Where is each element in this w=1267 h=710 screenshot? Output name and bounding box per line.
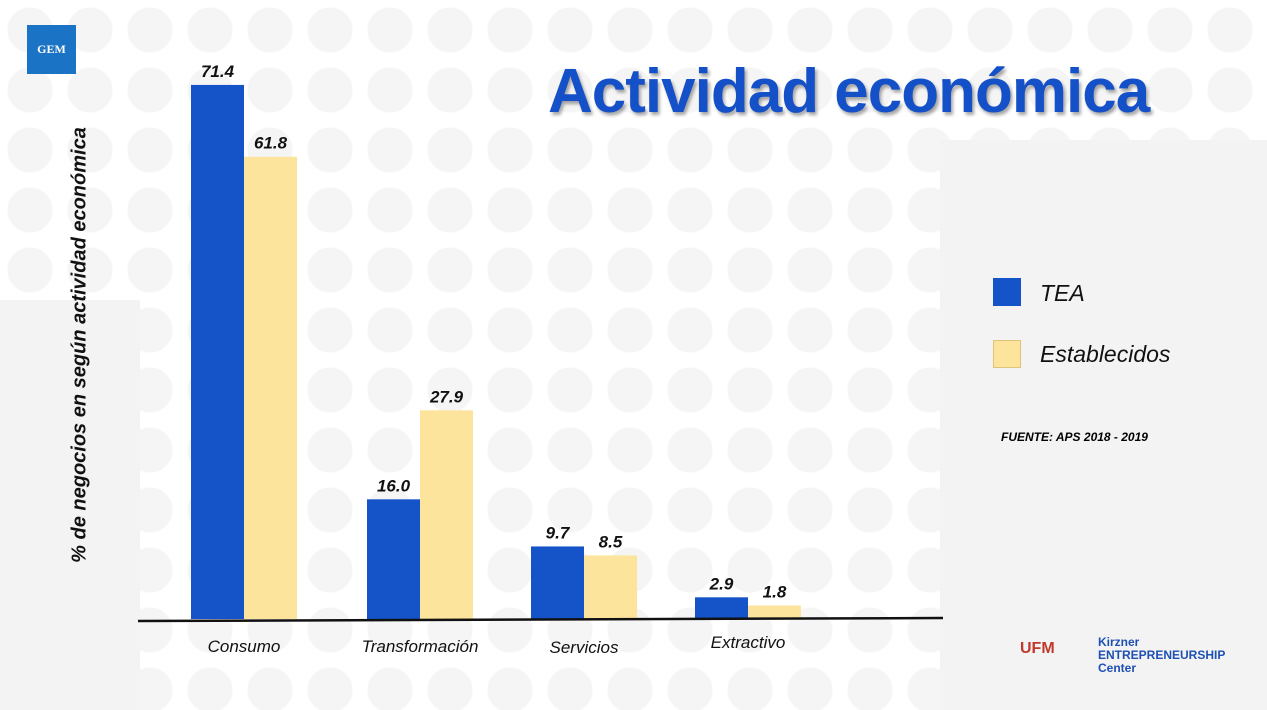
data-label: 27.9 bbox=[429, 387, 464, 406]
x-tick-label: Consumo bbox=[208, 637, 281, 656]
legend-swatch-establecidos bbox=[993, 340, 1021, 368]
page-title: Actividad económica bbox=[548, 57, 1150, 126]
bar bbox=[367, 499, 420, 619]
source-note: FUENTE: APS 2018 - 2019 bbox=[1001, 430, 1148, 444]
background-panel bbox=[0, 300, 140, 710]
gem-logo-text: GEM bbox=[37, 42, 66, 56]
data-label: 71.4 bbox=[201, 62, 235, 81]
data-label: 2.9 bbox=[709, 574, 734, 593]
data-label: 1.8 bbox=[763, 583, 787, 602]
bar bbox=[244, 156, 297, 619]
data-label: 61.8 bbox=[254, 134, 288, 153]
data-label: 16.0 bbox=[377, 476, 411, 495]
legend-label-tea: TEA bbox=[1040, 280, 1085, 306]
x-tick-label: Extractivo bbox=[711, 633, 786, 652]
kirzner-logo: Kirzner ENTREPRENEURSHIP Center bbox=[1098, 635, 1226, 675]
bar bbox=[531, 546, 584, 619]
bar bbox=[695, 597, 748, 619]
x-axis-line bbox=[137, 616, 944, 623]
legend-label-establecidos: Establecidos bbox=[1040, 341, 1171, 367]
data-label: 9.7 bbox=[546, 523, 571, 542]
bar bbox=[420, 410, 473, 619]
x-tick-label: Servicios bbox=[550, 638, 619, 657]
background-panel bbox=[940, 140, 1267, 710]
legend-swatch-tea bbox=[993, 278, 1021, 306]
bar bbox=[584, 555, 637, 619]
bar bbox=[748, 605, 801, 619]
gem-logo: GEM bbox=[27, 25, 76, 74]
ufm-logo: UFM bbox=[1020, 640, 1055, 657]
data-label: 8.5 bbox=[599, 532, 623, 551]
bar bbox=[191, 84, 244, 620]
x-tick-label: Transformación bbox=[362, 637, 479, 656]
